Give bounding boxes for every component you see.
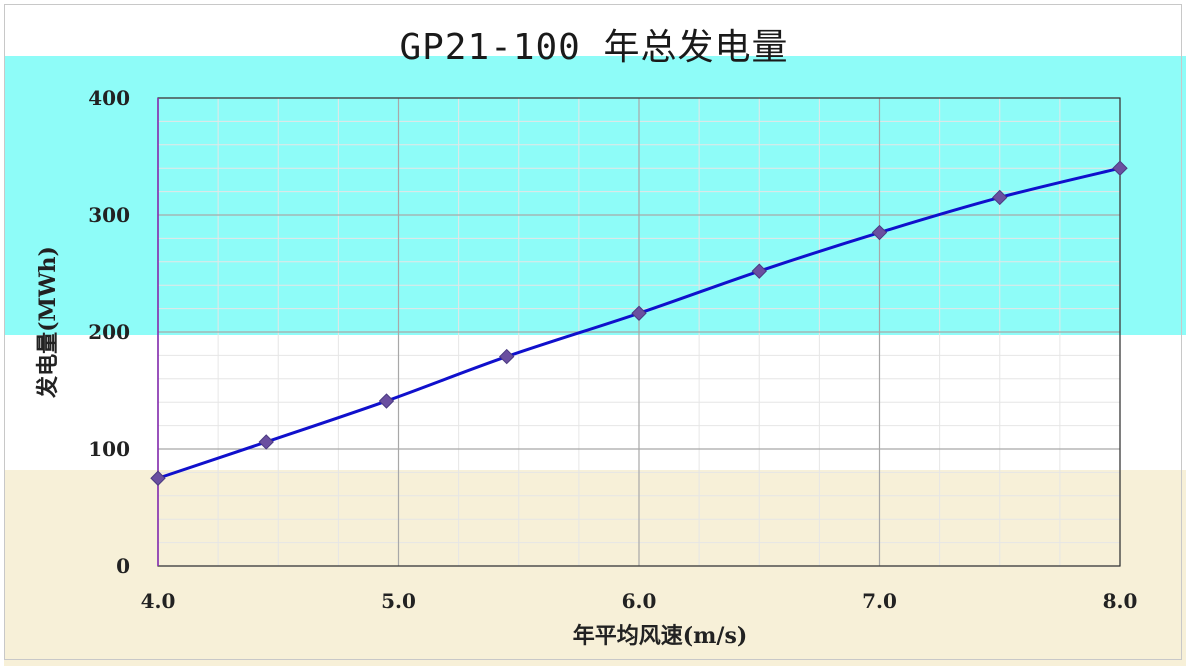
data-point <box>150 470 166 486</box>
data-point <box>871 224 888 241</box>
y-tick-label: 300 <box>88 203 130 227</box>
beige-overlay-band <box>4 470 1186 666</box>
data-point <box>378 393 395 409</box>
data-point <box>992 189 1008 206</box>
x-tick-label: 7.0 <box>862 589 897 613</box>
cyan-overlay-band <box>4 56 1186 335</box>
x-tick-label: 8.0 <box>1103 589 1138 613</box>
x-axis-label: 年平均风速(m/s) <box>572 623 748 649</box>
data-point <box>1112 160 1128 176</box>
data-point <box>631 305 647 321</box>
y-tick-label: 0 <box>116 554 130 578</box>
y-tick-label: 400 <box>88 86 130 110</box>
y-tick-label: 100 <box>88 437 130 461</box>
y-tick-label: 200 <box>88 320 130 344</box>
data-point <box>751 263 767 279</box>
data-point <box>258 434 274 450</box>
data-point <box>499 348 515 365</box>
y-axis-label: 发电量(MWh) <box>35 246 61 398</box>
x-tick-label: 5.0 <box>381 589 416 613</box>
x-tick-label: 6.0 <box>622 589 657 613</box>
chart-title: GP21-100 年总发电量 <box>399 27 789 68</box>
x-tick-label: 4.0 <box>141 589 176 613</box>
